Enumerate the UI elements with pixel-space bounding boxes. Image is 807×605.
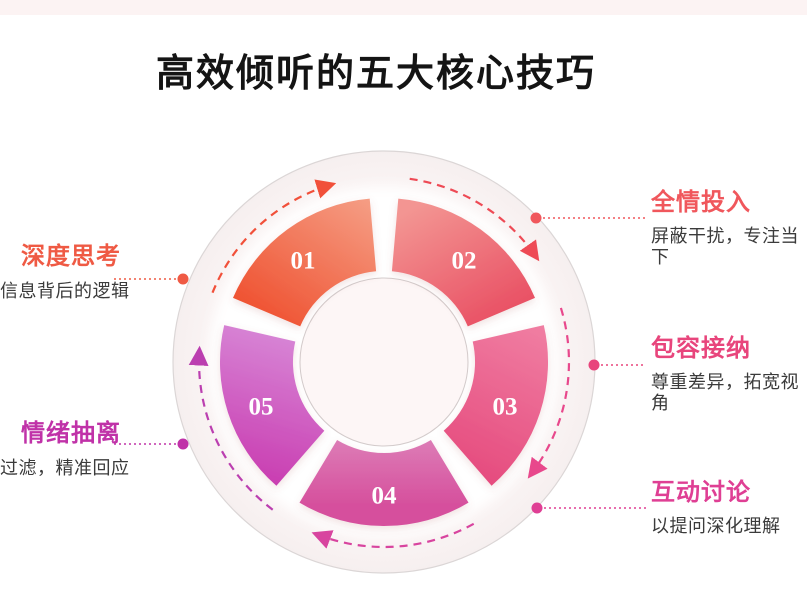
- callout-desc: 尊重差异，拓宽视角: [651, 371, 799, 414]
- page-title: 高效倾听的五大核心技巧: [155, 53, 596, 95]
- callout-dot-acceptance: [588, 359, 600, 371]
- callout-dot-full-engagement: [530, 212, 542, 224]
- callout-desc: 信息背后的逻辑: [0, 280, 130, 301]
- cycle-arrow-01-icon: [211, 179, 337, 294]
- cycle-arrow-02-icon: [409, 177, 540, 262]
- segment-number-04: 04: [372, 483, 398, 510]
- callout-emotional-detachment: 情绪抽离 过滤，精准回应: [0, 421, 142, 479]
- segment-number-05: 05: [249, 394, 274, 421]
- segment-01: [233, 198, 377, 327]
- callout-desc: 屏蔽干扰，专注当下: [651, 225, 799, 268]
- segment-05: [219, 325, 325, 486]
- segment-number-01: 01: [291, 248, 316, 275]
- inner-hole-circle: [299, 277, 469, 447]
- callout-interactive-discussion: 互动讨论 以提问深化理解: [651, 480, 807, 537]
- callout-deep-thinking: 深度思考 信息背后的逻辑: [0, 244, 142, 302]
- top-strip: [0, 0, 807, 15]
- callout-title: 深度思考: [21, 244, 121, 270]
- callout-dot-deep-thinking: [177, 273, 189, 285]
- segment-03: [443, 325, 549, 486]
- callout-desc: 过滤，精准回应: [0, 457, 130, 478]
- segment-02: [391, 198, 535, 327]
- callout-dot-interactive-discussion: [531, 502, 543, 514]
- callout-desc: 以提问深化理解: [651, 515, 781, 536]
- callout-acceptance: 包容接纳 尊重差异，拓宽视角: [651, 336, 807, 415]
- callout-title: 包容接纳: [651, 336, 751, 362]
- cycle-arrow-04-icon: [311, 522, 475, 549]
- callout-dot-emotional-detachment: [177, 438, 189, 450]
- callout-title: 全情投入: [651, 190, 751, 216]
- callout-full-engagement: 全情投入 屏蔽干扰，专注当下: [651, 190, 807, 269]
- cycle-arrow-03-icon: [527, 307, 571, 479]
- segment-number-03: 03: [493, 394, 518, 421]
- segment-04: [299, 440, 469, 527]
- callout-title: 情绪抽离: [21, 421, 121, 447]
- segment-number-02: 02: [452, 248, 477, 275]
- cycle-arrow-05-icon: [188, 345, 274, 511]
- callout-title: 互动讨论: [651, 480, 751, 506]
